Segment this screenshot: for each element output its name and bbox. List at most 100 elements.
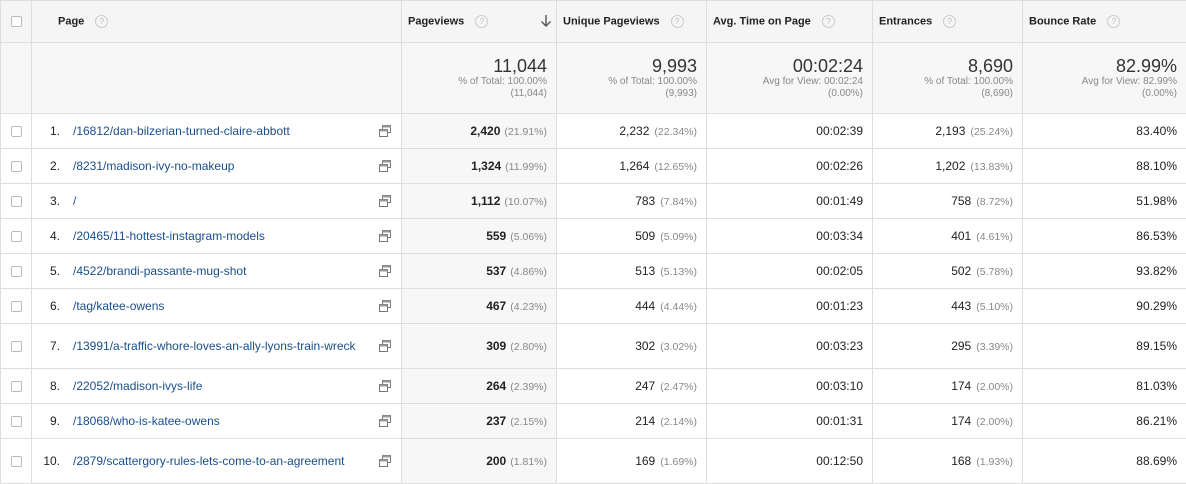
pageviews-percent: (2.15%) [510, 416, 547, 428]
unique-value: 214 [635, 414, 655, 428]
row-checkbox-cell [1, 404, 32, 439]
row-checkbox-cell [1, 289, 32, 324]
unique-percent: (4.44%) [660, 301, 697, 313]
unique-percent: (2.14%) [660, 416, 697, 428]
unique-value: 169 [635, 454, 655, 468]
pageviews-value: 309 [486, 339, 506, 353]
help-icon[interactable]: ? [943, 15, 956, 28]
row-checkbox-cell [1, 149, 32, 184]
open-in-new-window-icon[interactable] [379, 380, 391, 392]
entrances-column-header[interactable]: Entrances ? [873, 1, 1023, 43]
pageviews-cell: 537(4.86%) [402, 254, 557, 289]
table-row: 4. /20465/11-hottest-instagram-models 55… [1, 219, 1186, 254]
unique-total: 9,993 % of Total: 100.00% (9,993) [557, 43, 707, 114]
total-value: 82.99% [1023, 56, 1177, 76]
open-in-new-window-icon[interactable] [379, 125, 391, 137]
pageviews-cell: 264(2.39%) [402, 369, 557, 404]
row-checkbox[interactable] [11, 416, 22, 427]
pageviews-value: 237 [486, 414, 506, 428]
pageviews-cell: 1,324(11.99%) [402, 149, 557, 184]
page-cell: 2. /8231/madison-ivy-no-makeup [32, 149, 402, 184]
help-icon[interactable]: ? [671, 15, 684, 28]
pageviews-percent: (10.07%) [504, 196, 547, 208]
select-all-checkbox[interactable] [11, 16, 22, 27]
row-checkbox[interactable] [11, 456, 22, 467]
entrances-cell: 174(2.00%) [873, 369, 1023, 404]
help-icon[interactable]: ? [822, 15, 835, 28]
total-value: 11,044 [402, 56, 547, 76]
bounce-rate-column-header[interactable]: Bounce Rate ? [1023, 1, 1186, 43]
entrances-cell: 174 (2.00%) [873, 404, 1023, 439]
page-link[interactable]: /16812/dan-bilzerian-turned-claire-abbot… [73, 124, 290, 138]
totals-blank-cell [1, 43, 32, 114]
row-number: 1. [32, 124, 60, 138]
page-link[interactable]: /18068/who-is-katee-owens [73, 414, 220, 428]
bounce-rate-cell: 93.82% [1023, 254, 1186, 289]
row-checkbox[interactable] [11, 196, 22, 207]
open-in-new-window-icon[interactable] [379, 455, 391, 467]
pageviews-percent: (4.86%) [510, 266, 547, 278]
page-link[interactable]: /13991/a-traffic-whore-loves-an-ally-lyo… [73, 339, 356, 353]
entrances-value: 443 [951, 299, 971, 313]
unique-value: 302 [635, 339, 655, 353]
row-checkbox[interactable] [11, 161, 22, 172]
unique-percent: (7.84%) [660, 196, 697, 208]
row-checkbox[interactable] [11, 231, 22, 242]
open-in-new-window-icon[interactable] [379, 340, 391, 352]
page-link[interactable]: /tag/katee-owens [73, 299, 164, 313]
header-row: Page ? Pageviews ? Unique Pageviews ? Av… [1, 1, 1186, 43]
bounce-rate-cell: 88.69% [1023, 439, 1186, 484]
row-checkbox[interactable] [11, 126, 22, 137]
avg-time-column-header[interactable]: Avg. Time on Page ? [707, 1, 873, 43]
row-number: 8. [32, 379, 60, 393]
totals-row: 11,044 % of Total: 100.00% (11,044) 9,99… [1, 43, 1186, 114]
open-in-new-window-icon[interactable] [379, 300, 391, 312]
entrances-percent: (2.00%) [976, 381, 1013, 393]
open-in-new-window-icon[interactable] [379, 265, 391, 277]
open-in-new-window-icon[interactable] [379, 160, 391, 172]
pageviews-header-label: Pageviews [408, 15, 464, 27]
unique-percent: (5.13%) [660, 266, 697, 278]
help-icon[interactable]: ? [475, 15, 488, 28]
row-checkbox[interactable] [11, 266, 22, 277]
help-icon[interactable]: ? [95, 15, 108, 28]
pageviews-total: 11,044 % of Total: 100.00% (11,044) [402, 43, 557, 114]
page-link[interactable]: /2879/scattergory-rules-lets-come-to-an-… [73, 454, 344, 468]
table-row: 7. /13991/a-traffic-whore-loves-an-ally-… [1, 324, 1186, 369]
entrances-value: 174 [951, 414, 971, 428]
page-link[interactable]: /4522/brandi-passante-mug-shot [73, 264, 246, 278]
help-icon[interactable]: ? [1107, 15, 1120, 28]
page-link[interactable]: / [73, 194, 76, 208]
open-in-new-window-icon[interactable] [379, 195, 391, 207]
unique-pageviews-column-header[interactable]: Unique Pageviews ? [557, 1, 707, 43]
open-in-new-window-icon[interactable] [379, 230, 391, 242]
page-link[interactable]: /22052/madison-ivys-life [73, 379, 202, 393]
total-subtext: Avg for View: 82.99% [1023, 76, 1177, 88]
avg-time-total: 00:02:24 Avg for View: 00:02:24 (0.00%) [707, 43, 873, 114]
entrances-cell: 1,202(13.83%) [873, 149, 1023, 184]
page-link[interactable]: /20465/11-hottest-instagram-models [73, 229, 265, 243]
row-checkbox[interactable] [11, 341, 22, 352]
row-checkbox[interactable] [11, 381, 22, 392]
entrances-percent: (13.83%) [970, 161, 1013, 173]
page-link[interactable]: /8231/madison-ivy-no-makeup [73, 159, 234, 173]
open-in-new-window-icon[interactable] [379, 415, 391, 427]
avg-time-cell: 00:01:49 [707, 184, 873, 219]
pageviews-value: 2,420 [470, 124, 500, 138]
bounce-value: 83.40% [1136, 124, 1177, 138]
unique-pageviews-cell: 1,264(12.65%) [557, 149, 707, 184]
totals-blank-cell [32, 43, 402, 114]
unique-value: 513 [635, 264, 655, 278]
row-checkbox[interactable] [11, 301, 22, 312]
entrances-percent: (2.00%) [976, 416, 1013, 428]
bounce-value: 86.53% [1136, 229, 1177, 243]
row-checkbox-cell [1, 439, 32, 484]
avg-time-value: 00:03:34 [816, 229, 863, 243]
entrances-cell: 2,193(25.24%) [873, 114, 1023, 149]
pageviews-column-header[interactable]: Pageviews ? [402, 1, 557, 43]
page-column-header[interactable]: Page ? [32, 1, 402, 43]
pageviews-value: 559 [486, 229, 506, 243]
pageviews-cell: 559(5.06%) [402, 219, 557, 254]
sort-down-arrow-icon[interactable] [539, 14, 553, 28]
